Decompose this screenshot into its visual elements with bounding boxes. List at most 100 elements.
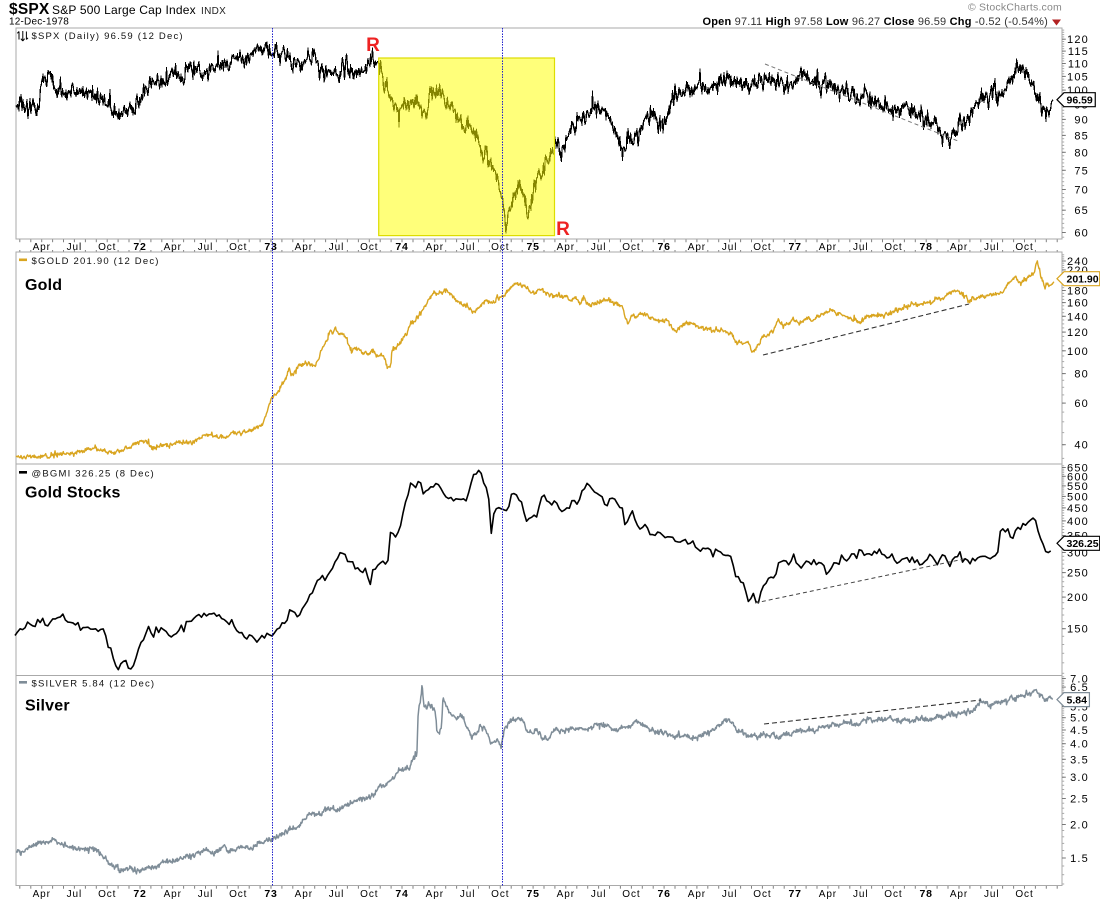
svg-text:Apr: Apr: [950, 889, 968, 900]
svg-text:R: R: [556, 219, 570, 240]
svg-text:2.0: 2.0: [1070, 820, 1089, 832]
svg-text:Oct: Oct: [491, 242, 509, 253]
svg-text:Apr: Apr: [33, 242, 51, 253]
svg-text:Jul: Jul: [853, 889, 868, 900]
svg-text:96.59: 96.59: [1067, 95, 1093, 107]
svg-text:@BGMI 326.25 (8 Dec): @BGMI 326.25 (8 Dec): [32, 469, 155, 480]
svg-text:60: 60: [1074, 398, 1089, 410]
svg-text:3.5: 3.5: [1070, 754, 1089, 766]
svg-text:650: 650: [1067, 463, 1089, 475]
svg-text:Jul: Jul: [198, 889, 213, 900]
svg-text:Apr: Apr: [33, 889, 51, 900]
svg-text:500: 500: [1067, 491, 1089, 503]
svg-text:77: 77: [789, 888, 802, 900]
svg-text:Apr: Apr: [557, 889, 575, 900]
svg-text:180: 180: [1067, 286, 1089, 298]
svg-text:Apr: Apr: [295, 242, 313, 253]
svg-text:Silver: Silver: [25, 698, 70, 715]
svg-text:Jul: Jul: [329, 889, 344, 900]
svg-text:Gold: Gold: [25, 277, 62, 294]
svg-text:Jul: Jul: [460, 889, 475, 900]
svg-text:Jul: Jul: [722, 242, 737, 253]
svg-text:Oct: Oct: [1015, 889, 1033, 900]
svg-text:120: 120: [1067, 34, 1089, 46]
svg-text:Jul: Jul: [984, 242, 999, 253]
svg-text:201.90: 201.90: [1067, 274, 1099, 286]
svg-text:$SPX: $SPX: [9, 1, 50, 18]
svg-text:550: 550: [1067, 481, 1089, 493]
svg-text:$SPX (Daily) 96.59 (12 Dec): $SPX (Daily) 96.59 (12 Dec): [32, 31, 184, 42]
svg-text:Apr: Apr: [950, 242, 968, 253]
svg-text:Jul: Jul: [460, 242, 475, 253]
svg-text:72: 72: [133, 888, 146, 900]
svg-text:115: 115: [1068, 46, 1089, 58]
svg-text:80: 80: [1074, 147, 1089, 159]
svg-text:77: 77: [789, 241, 802, 253]
svg-text:4.0: 4.0: [1070, 739, 1089, 751]
svg-text:70: 70: [1074, 185, 1089, 197]
svg-text:75: 75: [1074, 165, 1089, 177]
svg-text:Gold Stocks: Gold Stocks: [25, 485, 121, 502]
svg-text:Apr: Apr: [426, 242, 444, 253]
svg-text:Apr: Apr: [819, 889, 837, 900]
svg-text:6.5: 6.5: [1070, 682, 1089, 694]
svg-text:Oct: Oct: [229, 242, 247, 253]
svg-text:Open 97.11 High 97.58 Low 96.2: Open 97.11 High 97.58 Low 96.27 Close 96…: [702, 16, 1048, 28]
svg-text:160: 160: [1067, 298, 1089, 310]
svg-text:Oct: Oct: [229, 889, 247, 900]
svg-text:3.0: 3.0: [1070, 772, 1089, 784]
svg-text:140: 140: [1067, 311, 1089, 323]
svg-text:Oct: Oct: [360, 242, 378, 253]
svg-text:72: 72: [133, 241, 146, 253]
svg-text:Jul: Jul: [67, 889, 82, 900]
svg-text:2.5: 2.5: [1070, 794, 1089, 806]
svg-text:40: 40: [1074, 440, 1089, 452]
svg-text:Oct: Oct: [884, 889, 902, 900]
svg-text:105: 105: [1067, 71, 1089, 83]
svg-text:73: 73: [264, 241, 277, 253]
svg-text:Jul: Jul: [853, 242, 868, 253]
svg-text:150: 150: [1067, 624, 1089, 636]
svg-text:100: 100: [1067, 346, 1089, 358]
svg-text:$GOLD 201.90 (12 Dec): $GOLD 201.90 (12 Dec): [32, 256, 160, 267]
svg-text:85: 85: [1074, 130, 1089, 142]
svg-text:Jul: Jul: [198, 242, 213, 253]
svg-text:Apr: Apr: [164, 889, 182, 900]
svg-text:600: 600: [1067, 471, 1089, 483]
svg-text:110: 110: [1068, 59, 1089, 71]
svg-text:Apr: Apr: [688, 889, 706, 900]
svg-text:75: 75: [526, 241, 539, 253]
svg-text:200: 200: [1067, 592, 1089, 604]
svg-text:Jul: Jul: [984, 889, 999, 900]
svg-text:78: 78: [920, 888, 933, 900]
svg-text:© StockCharts.com: © StockCharts.com: [968, 2, 1062, 14]
svg-text:Oct: Oct: [360, 889, 378, 900]
svg-text:75: 75: [526, 888, 539, 900]
svg-text:Oct: Oct: [753, 242, 771, 253]
svg-text:4.5: 4.5: [1070, 725, 1089, 737]
svg-text:90: 90: [1074, 114, 1089, 126]
svg-text:Apr: Apr: [819, 242, 837, 253]
svg-text:12-Dec-1978: 12-Dec-1978: [9, 17, 69, 28]
svg-text:INDX: INDX: [201, 6, 226, 17]
svg-text:Oct: Oct: [884, 242, 902, 253]
svg-text:78: 78: [920, 241, 933, 253]
svg-text:250: 250: [1067, 568, 1089, 580]
svg-text:Jul: Jul: [67, 242, 82, 253]
svg-text:Apr: Apr: [164, 242, 182, 253]
svg-text:Oct: Oct: [98, 889, 116, 900]
svg-text:450: 450: [1067, 503, 1089, 515]
svg-text:Oct: Oct: [1015, 242, 1033, 253]
svg-text:5.84: 5.84: [1067, 694, 1088, 706]
svg-text:73: 73: [264, 888, 277, 900]
svg-text:7.0: 7.0: [1070, 674, 1089, 686]
svg-text:Apr: Apr: [295, 889, 313, 900]
svg-text:5.0: 5.0: [1070, 713, 1089, 725]
svg-text:Oct: Oct: [622, 889, 640, 900]
svg-text:76: 76: [657, 241, 670, 253]
svg-text:Jul: Jul: [591, 889, 606, 900]
svg-text:Jul: Jul: [329, 242, 344, 253]
svg-text:Oct: Oct: [753, 889, 771, 900]
svg-text:$SILVER 5.84 (12 Dec): $SILVER 5.84 (12 Dec): [32, 679, 156, 690]
svg-text:Jul: Jul: [591, 242, 606, 253]
